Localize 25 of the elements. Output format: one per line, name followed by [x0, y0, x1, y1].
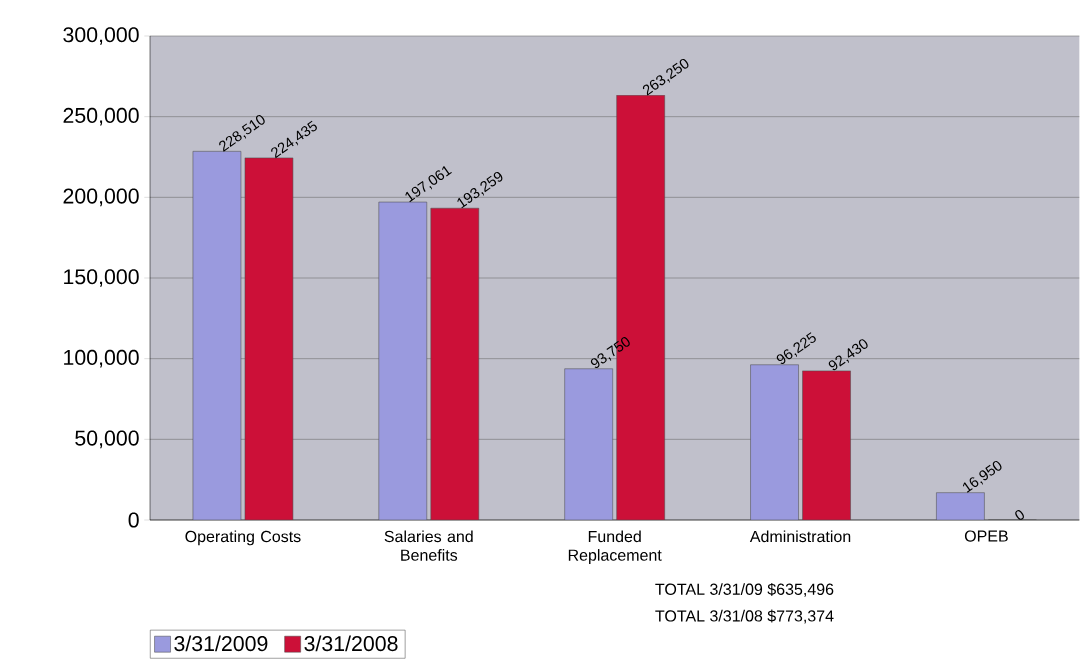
- bar: [564, 368, 613, 520]
- data-label: 0: [1015, 510, 1024, 520]
- y-tick-label: 200,000: [63, 188, 139, 207]
- bar: [378, 201, 428, 520]
- x-tick-label: Salaries and Benefits: [384, 530, 473, 561]
- y-tick-label: 100,000: [64, 349, 139, 368]
- bar: [244, 157, 294, 520]
- x-tick-label: Operating Costs: [185, 530, 301, 546]
- x-tick-label: Funded Replacement: [568, 530, 662, 564]
- y-tick-label: 150,000: [64, 269, 139, 287]
- y-tick-label: 300,000: [63, 27, 139, 45]
- text: TOTAL 3/31/08 $773,374: [655, 609, 834, 624]
- bar: [936, 492, 985, 520]
- y-tick-label: 0: [128, 512, 139, 528]
- x-tick-label: Administration: [749, 530, 851, 543]
- bar: [750, 364, 799, 520]
- legend-label: 3/31/2009: [174, 635, 268, 652]
- x-tick-label: OPEB: [964, 530, 1008, 542]
- bar: [192, 151, 242, 520]
- bar: [802, 370, 851, 520]
- legend-label: 3/31/2008: [304, 635, 398, 652]
- y-tick-label: 250,000: [63, 107, 139, 126]
- text: TOTAL 3/31/09 $635,496: [655, 582, 834, 597]
- bar: [430, 207, 480, 520]
- y-tick-label: 50,000: [75, 430, 139, 449]
